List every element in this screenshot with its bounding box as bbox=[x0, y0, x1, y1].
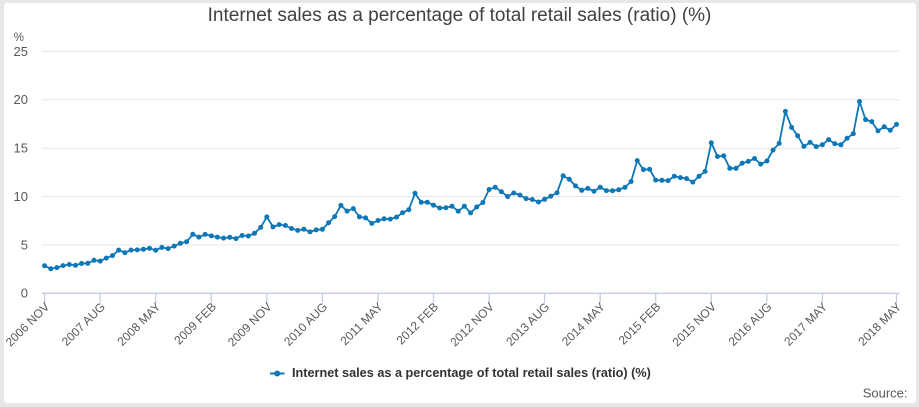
svg-text:2015 NOV: 2015 NOV bbox=[669, 300, 719, 350]
svg-text:2015 FEB: 2015 FEB bbox=[616, 300, 664, 348]
svg-text:2009 NOV: 2009 NOV bbox=[225, 300, 275, 350]
svg-text:2009 FEB: 2009 FEB bbox=[171, 300, 219, 348]
svg-text:20: 20 bbox=[14, 92, 28, 107]
svg-text:2010 AUG: 2010 AUG bbox=[281, 300, 330, 349]
svg-text:10: 10 bbox=[14, 189, 28, 204]
svg-text:15: 15 bbox=[14, 141, 28, 156]
svg-text:2012 FEB: 2012 FEB bbox=[394, 300, 442, 348]
svg-text:2007 AUG: 2007 AUG bbox=[59, 300, 108, 349]
svg-text:Source:: Source: bbox=[863, 385, 908, 400]
svg-text:2012 NOV: 2012 NOV bbox=[447, 300, 497, 350]
svg-text:%: % bbox=[14, 32, 24, 44]
svg-text:5: 5 bbox=[21, 237, 28, 252]
svg-text:2008 MAY: 2008 MAY bbox=[115, 300, 164, 349]
svg-text:2018 MAY: 2018 MAY bbox=[855, 300, 904, 349]
svg-text:2013 AUG: 2013 AUG bbox=[503, 300, 552, 349]
svg-text:2017 MAY: 2017 MAY bbox=[781, 300, 830, 349]
svg-text:2006 NOV: 2006 NOV bbox=[3, 300, 53, 350]
svg-text:2011 MAY: 2011 MAY bbox=[337, 300, 385, 348]
svg-text:2014 MAY: 2014 MAY bbox=[559, 300, 608, 349]
svg-text:Internet sales as a percentage: Internet sales as a percentage of total … bbox=[292, 366, 651, 380]
svg-text:0: 0 bbox=[21, 286, 28, 301]
svg-text:2016 AUG: 2016 AUG bbox=[726, 300, 775, 349]
svg-text:25: 25 bbox=[14, 44, 28, 59]
